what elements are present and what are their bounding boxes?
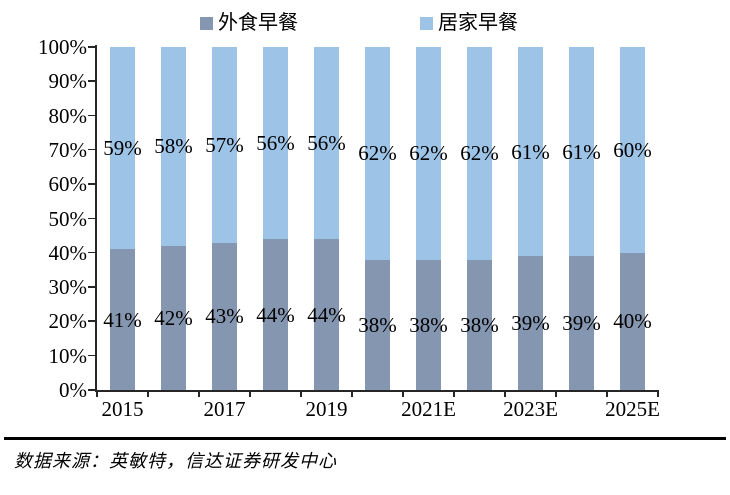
x-axis-label: 2025E: [605, 397, 660, 421]
y-tick: [88, 389, 95, 391]
data-label-dineout: 44%: [307, 302, 346, 327]
legend-swatch-dineout-icon: [200, 16, 213, 30]
data-label-home: 62%: [409, 141, 448, 166]
x-tick: [555, 390, 557, 397]
data-label-home: 62%: [358, 141, 397, 166]
data-label-dineout: 39%: [562, 311, 601, 336]
legend-item-dineout: 外食早餐: [200, 10, 298, 36]
x-tick: [147, 390, 149, 397]
bar-segment-home: [110, 47, 135, 250]
x-axis-label: 2015: [101, 397, 144, 421]
data-label-home: 62%: [460, 141, 499, 166]
bar-segment-dineout: [263, 239, 288, 390]
bar-segment-home: [518, 47, 543, 257]
y-tick: [88, 251, 95, 254]
x-axis-label: 2019: [305, 397, 348, 421]
y-tick: [88, 183, 95, 185]
bar-segment-dineout: [620, 252, 645, 390]
y-axis-label: 80%: [48, 103, 88, 128]
bar-segment-dineout: [365, 259, 390, 390]
bar-segment-home: [212, 47, 237, 243]
x-tick: [351, 390, 353, 397]
data-label-dineout: 39%: [511, 311, 550, 336]
y-axis-label: 90%: [48, 69, 88, 94]
legend-label-home: 居家早餐: [438, 12, 518, 34]
y-axis-label: 20%: [48, 309, 88, 334]
bar-segment-dineout: [161, 245, 186, 390]
data-label-home: 56%: [256, 131, 295, 156]
bar-segment-home: [620, 47, 645, 253]
data-label-dineout: 38%: [460, 312, 499, 337]
bar-segment-home: [314, 47, 339, 240]
data-label-dineout: 38%: [358, 312, 397, 337]
y-tick: [88, 217, 95, 219]
bar-segment-home: [263, 47, 288, 240]
data-label-home: 58%: [154, 134, 193, 159]
x-axis-line: [95, 390, 658, 392]
bar-segment-home: [416, 47, 441, 260]
data-label-home: 61%: [511, 139, 550, 164]
x-axis-label: 2023E: [503, 397, 558, 421]
bar-segment-dineout: [569, 256, 594, 390]
y-axis-label: 60%: [48, 172, 88, 197]
data-label-home: 59%: [103, 136, 142, 161]
y-axis-label: 30%: [48, 275, 88, 300]
y-axis-label: 50%: [48, 206, 88, 231]
legend-label-dineout: 外食早餐: [218, 12, 298, 34]
x-tick: [504, 390, 506, 397]
x-tick: [657, 390, 659, 397]
legend-swatch-home-icon: [420, 16, 433, 30]
y-tick: [88, 286, 95, 288]
data-label-home: 60%: [613, 137, 652, 162]
x-tick: [606, 390, 608, 397]
data-label-home: 56%: [307, 131, 346, 156]
footer-divider: [4, 437, 726, 440]
y-axis-line: [95, 45, 97, 392]
y-tick: [88, 46, 95, 48]
bar-segment-dineout: [467, 259, 492, 390]
data-source-text: 数据来源：英敏特，信达证券研发中心: [14, 451, 337, 471]
bar-segment-home: [569, 47, 594, 257]
x-tick: [300, 390, 302, 397]
data-label-dineout: 44%: [256, 302, 295, 327]
x-tick: [402, 390, 404, 397]
data-label-dineout: 41%: [103, 307, 142, 332]
x-tick: [96, 390, 98, 397]
x-axis-label: 2021E: [401, 397, 456, 421]
y-axis-label: 40%: [48, 240, 88, 265]
x-axis-label: 2017: [203, 397, 246, 421]
bar-segment-dineout: [518, 256, 543, 390]
chart-legend: 外食早餐 居家早餐: [200, 10, 518, 36]
x-tick: [249, 390, 251, 397]
data-label-dineout: 38%: [409, 312, 448, 337]
y-tick: [88, 114, 95, 117]
y-tick: [88, 354, 95, 357]
data-label-dineout: 40%: [613, 309, 652, 334]
bar-segment-dineout: [314, 239, 339, 390]
y-tick: [88, 148, 95, 151]
bar-segment-home: [365, 47, 390, 260]
bar-segment-dineout: [416, 259, 441, 390]
x-tick: [453, 390, 455, 397]
bar-segment-home: [467, 47, 492, 260]
y-axis-label: 10%: [48, 343, 88, 368]
y-axis-label: 0%: [59, 378, 87, 402]
data-label-dineout: 42%: [154, 305, 193, 330]
data-label-dineout: 43%: [205, 304, 244, 329]
bar-segment-home: [161, 47, 186, 246]
y-tick: [88, 320, 95, 322]
y-tick: [88, 80, 95, 82]
data-label-home: 61%: [562, 139, 601, 164]
data-label-home: 57%: [205, 132, 244, 157]
bar-segment-dineout: [212, 242, 237, 390]
x-tick: [198, 390, 200, 397]
bar-segment-dineout: [110, 249, 135, 390]
y-axis-label: 100%: [38, 35, 87, 59]
legend-item-home: 居家早餐: [420, 10, 518, 36]
y-axis-label: 70%: [48, 137, 88, 162]
